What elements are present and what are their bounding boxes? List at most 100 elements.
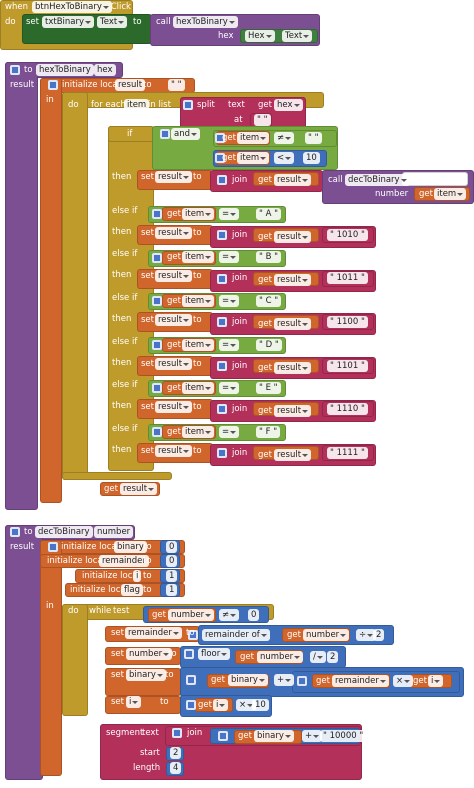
dropdown-field[interactable]: result: [155, 270, 193, 282]
dropdown-field[interactable]: +: [302, 730, 323, 742]
mutator-icon[interactable]: [217, 404, 227, 414]
dropdown-field[interactable]: number: [126, 648, 173, 660]
mutator-icon[interactable]: [152, 296, 162, 306]
dropdown-field[interactable]: ×: [236, 699, 257, 711]
dropdown-field[interactable]: result: [274, 449, 312, 461]
mutator-icon[interactable]: [186, 700, 196, 710]
dropdown-field[interactable]: result: [274, 405, 312, 417]
dropdown-field[interactable]: result: [155, 314, 193, 326]
dropdown-field[interactable]: result: [120, 483, 158, 495]
dropdown-field[interactable]: item: [434, 188, 467, 200]
dropdown-field[interactable]: result: [155, 227, 193, 239]
mutator-icon[interactable]: [217, 274, 227, 284]
dropdown-field[interactable]: =: [219, 295, 240, 307]
dropdown-field[interactable]: ≠: [274, 132, 295, 144]
mutator-icon[interactable]: [297, 676, 307, 686]
mutator-icon[interactable]: [48, 80, 58, 90]
mutator-icon[interactable]: [160, 129, 170, 139]
mutator-icon[interactable]: [217, 175, 227, 185]
dropdown-field[interactable]: ×: [393, 675, 414, 687]
block: [5, 525, 43, 780]
mutator-icon[interactable]: [152, 383, 162, 393]
dropdown-field[interactable]: item: [237, 152, 270, 164]
dropdown-field[interactable]: item: [182, 426, 215, 438]
dropdown-field[interactable]: remainder of: [202, 629, 270, 641]
dropdown-field[interactable]: result: [155, 401, 193, 413]
dropdown-field[interactable]: +: [274, 674, 295, 686]
dropdown-field[interactable]: =: [219, 251, 240, 263]
block-label: else if: [112, 249, 138, 259]
mutator-icon[interactable]: [215, 133, 225, 143]
dropdown-field[interactable]: hex: [274, 99, 303, 111]
block-label: set: [141, 315, 154, 325]
dropdown-field[interactable]: =: [219, 208, 240, 220]
dropdown-field[interactable]: binary: [254, 730, 294, 742]
mutator-icon[interactable]: [152, 253, 162, 263]
block-label: set: [141, 402, 154, 412]
dropdown-field[interactable]: =: [219, 426, 240, 438]
dropdown-field[interactable]: result: [274, 231, 312, 243]
mutator-icon[interactable]: [152, 427, 162, 437]
dropdown-field[interactable]: Hex: [245, 30, 275, 42]
dropdown-field[interactable]: number: [303, 629, 350, 641]
dropdown-field[interactable]: result: [274, 362, 312, 374]
mutator-icon[interactable]: [217, 317, 227, 327]
dropdown-field[interactable]: number: [257, 651, 304, 663]
dropdown-field[interactable]: =: [219, 339, 240, 351]
block-label: join: [187, 728, 203, 738]
mutator-icon[interactable]: [183, 100, 193, 110]
dropdown-field[interactable]: ≠: [219, 609, 240, 621]
mutator-icon[interactable]: [186, 675, 196, 685]
dropdown-field[interactable]: i: [213, 699, 229, 711]
mutator-icon[interactable]: [188, 630, 198, 640]
dropdown-field[interactable]: item: [237, 132, 270, 144]
dropdown-field[interactable]: hexToBinary: [173, 16, 238, 28]
dropdown-field[interactable]: txtBinary: [42, 16, 95, 28]
mutator-icon[interactable]: [218, 731, 228, 741]
block-label: join: [232, 448, 248, 458]
mutator-icon[interactable]: [152, 209, 162, 219]
dropdown-field[interactable]: result: [155, 358, 193, 370]
mutator-icon[interactable]: [152, 340, 162, 350]
dropdown-field[interactable]: i: [126, 696, 142, 708]
mutator-icon[interactable]: [217, 361, 227, 371]
mutator-icon[interactable]: [215, 153, 225, 163]
dropdown-field[interactable]: /: [310, 651, 326, 663]
dropdown-field[interactable]: and: [171, 128, 200, 140]
dropdown-field[interactable]: item: [182, 208, 215, 220]
mutator-icon[interactable]: [184, 649, 194, 659]
mutator-icon[interactable]: [10, 527, 20, 537]
block-label: to: [160, 697, 169, 707]
dropdown-field[interactable]: Text: [282, 30, 313, 42]
dropdown-field[interactable]: item: [182, 339, 215, 351]
dropdown-field[interactable]: item: [182, 382, 215, 394]
dropdown-field[interactable]: result: [274, 274, 312, 286]
block-label: then: [112, 227, 132, 237]
mutator-icon[interactable]: [217, 448, 227, 458]
mutator-icon[interactable]: [217, 230, 227, 240]
dropdown-field[interactable]: result: [274, 174, 312, 186]
block-label: else if: [112, 380, 138, 390]
dropdown-field[interactable]: item: [182, 295, 215, 307]
dropdown-field[interactable]: btnHexToBinary: [32, 1, 112, 13]
dropdown-field[interactable]: ÷: [356, 629, 377, 641]
dropdown-field[interactable]: binary: [228, 674, 268, 686]
dropdown-field[interactable]: i: [428, 675, 444, 687]
dropdown-field[interactable]: result: [155, 171, 193, 183]
dropdown-field[interactable]: result: [274, 318, 312, 330]
dropdown-field[interactable]: decToBinary: [345, 174, 410, 186]
dropdown-field[interactable]: remainder: [125, 627, 182, 639]
dropdown-field[interactable]: =: [219, 382, 240, 394]
mutator-icon[interactable]: [48, 542, 58, 552]
dropdown-field[interactable]: binary: [126, 669, 166, 681]
dropdown-field[interactable]: Text: [97, 16, 128, 28]
block-label: to: [143, 571, 152, 581]
dropdown-field[interactable]: remainder: [332, 675, 389, 687]
mutator-icon[interactable]: [10, 65, 20, 75]
dropdown-field[interactable]: <: [274, 152, 295, 164]
dropdown-field[interactable]: item: [182, 251, 215, 263]
dropdown-field[interactable]: result: [155, 445, 193, 457]
dropdown-field[interactable]: floor: [198, 648, 231, 660]
mutator-icon[interactable]: [172, 728, 182, 738]
dropdown-field[interactable]: number: [168, 609, 215, 621]
